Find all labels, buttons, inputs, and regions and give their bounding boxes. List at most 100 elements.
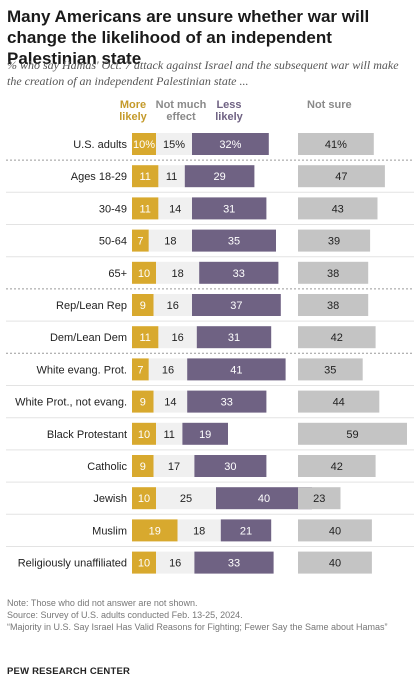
report-title-text: “Majority in U.S. Say Israel Has Valid R… bbox=[7, 622, 388, 632]
data-label-not-sure-30-49: 43 bbox=[332, 203, 344, 215]
data-label-not-sure-dem-lean-dem: 42 bbox=[331, 332, 343, 344]
data-label-not-much-effect-dem-lean-dem: 16 bbox=[171, 332, 183, 344]
data-label-more-likely-50-64: 7 bbox=[137, 236, 143, 248]
category-label-jewish: Jewish bbox=[93, 493, 127, 505]
bar-less-likely-50-64 bbox=[192, 229, 276, 252]
bar-not-sure-white-evang-prot bbox=[298, 358, 363, 381]
bar-more-likely-white-evang-prot bbox=[132, 358, 149, 381]
chart-subtitle: % who say Hamas' Oct. 7 attack against I… bbox=[7, 58, 399, 88]
bar-more-likely-jewish bbox=[132, 487, 156, 510]
bar-more-likely-65 bbox=[132, 261, 156, 284]
bar-not-sure-white-prot-not-evang bbox=[298, 390, 380, 413]
bar-not-sure-50-64 bbox=[298, 229, 371, 252]
bar-not-much-effect-65 bbox=[156, 261, 200, 284]
data-label-more-likely-65: 10 bbox=[138, 268, 150, 280]
bar-not-sure-65 bbox=[298, 261, 369, 284]
bar-not-much-effect-rep-lean-rep bbox=[153, 294, 192, 316]
bar-not-much-effect-jewish bbox=[156, 487, 216, 510]
data-label-less-likely-white-evang-prot: 41 bbox=[230, 364, 242, 376]
data-label-not-sure-u-s-adults: 41% bbox=[325, 139, 347, 151]
legend-more-likely-line-1: More bbox=[120, 99, 146, 111]
data-label-more-likely-muslim: 19 bbox=[149, 525, 161, 537]
bar-less-likely-white-evang-prot bbox=[187, 358, 286, 381]
data-label-less-likely-ages-18-29: 29 bbox=[213, 171, 225, 183]
category-label-catholic: Catholic bbox=[87, 461, 127, 473]
category-label-65: 65+ bbox=[108, 268, 127, 280]
data-label-not-much-effect-50-64: 18 bbox=[164, 236, 176, 248]
category-label-muslim: Muslim bbox=[92, 525, 127, 537]
data-label-not-much-effect-catholic: 17 bbox=[168, 461, 180, 473]
bar-not-much-effect-catholic bbox=[153, 455, 195, 477]
data-label-less-likely-muslim: 21 bbox=[240, 525, 252, 537]
category-label-u-s-adults: U.S. adults bbox=[73, 139, 127, 151]
bar-more-likely-white-prot-not-evang bbox=[132, 390, 154, 413]
bar-less-likely-ages-18-29 bbox=[184, 165, 255, 188]
bar-not-much-effect-muslim bbox=[177, 519, 221, 542]
data-label-not-sure-white-prot-not-evang: 44 bbox=[333, 397, 345, 409]
bar-not-much-effect-white-prot-not-evang bbox=[153, 390, 188, 413]
bar-more-likely-catholic bbox=[132, 455, 154, 477]
chart-notes: Note: Those who did not answer are not s… bbox=[7, 597, 412, 633]
bar-more-likely-30-49 bbox=[132, 197, 159, 220]
bar-not-sure-30-49 bbox=[298, 197, 378, 220]
data-label-not-sure-65: 38 bbox=[327, 268, 339, 280]
bar-less-likely-white-prot-not-evang bbox=[187, 390, 267, 413]
data-label-not-much-effect-jewish: 25 bbox=[180, 493, 192, 505]
data-label-less-likely-30-49: 31 bbox=[223, 203, 235, 215]
bar-not-much-effect-white-evang-prot bbox=[148, 358, 188, 381]
data-label-not-much-effect-white-evang-prot: 16 bbox=[162, 364, 174, 376]
data-label-not-sure-ages-18-29: 47 bbox=[335, 171, 347, 183]
bar-less-likely-jewish bbox=[216, 487, 312, 510]
data-label-more-likely-rep-lean-rep: 9 bbox=[140, 300, 146, 312]
data-label-more-likely-dem-lean-dem: 11 bbox=[139, 332, 150, 344]
data-label-not-much-effect-30-49: 14 bbox=[169, 203, 181, 215]
data-label-less-likely-catholic: 30 bbox=[224, 461, 236, 473]
data-label-not-much-effect-rep-lean-rep: 16 bbox=[167, 300, 179, 312]
data-label-more-likely-white-evang-prot: 7 bbox=[137, 364, 143, 376]
legend-not-much-effect-line-2: effect bbox=[166, 111, 196, 123]
bar-less-likely-religiously-unaffiliated bbox=[194, 551, 274, 574]
bar-more-likely-dem-lean-dem bbox=[132, 326, 159, 349]
data-label-more-likely-30-49: 11 bbox=[139, 203, 150, 215]
data-label-not-much-effect-ages-18-29: 11 bbox=[166, 171, 177, 183]
category-label-30-49: 30-49 bbox=[99, 203, 127, 215]
source-text: Source: Survey of U.S. adults conducted … bbox=[7, 610, 243, 620]
legend-not-sure-line-1: Not sure bbox=[307, 99, 352, 111]
data-label-less-likely-white-prot-not-evang: 33 bbox=[221, 397, 233, 409]
data-label-less-likely-dem-lean-dem: 31 bbox=[228, 332, 240, 344]
data-label-less-likely-jewish: 40 bbox=[258, 493, 270, 505]
legend-not-much-effect-line-1: Not much bbox=[156, 99, 207, 111]
bar-more-likely-rep-lean-rep bbox=[132, 294, 154, 316]
bar-not-sure-black-protestant bbox=[298, 422, 407, 445]
data-label-not-sure-catholic: 42 bbox=[331, 461, 343, 473]
bar-not-sure-jewish bbox=[298, 487, 341, 510]
category-label-white-prot-not-evang: White Prot., not evang. bbox=[15, 397, 127, 409]
bar-more-likely-u-s-adults bbox=[132, 133, 156, 155]
data-label-not-much-effect-u-s-adults: 15% bbox=[163, 139, 185, 151]
bar-less-likely-black-protestant bbox=[182, 422, 228, 445]
data-label-not-much-effect-65: 18 bbox=[171, 268, 183, 280]
category-label-black-protestant: Black Protestant bbox=[47, 429, 127, 441]
data-label-not-sure-rep-lean-rep: 38 bbox=[327, 300, 339, 312]
data-label-not-sure-black-protestant: 59 bbox=[346, 429, 358, 441]
data-label-not-sure-muslim: 40 bbox=[329, 525, 341, 537]
category-label-religiously-unaffiliated: Religiously unaffiliated bbox=[18, 558, 127, 570]
footer-brand: PEW RESEARCH CENTER bbox=[7, 666, 131, 677]
legend-less-likely-line-2: likely bbox=[215, 111, 243, 123]
bar-not-sure-catholic bbox=[298, 455, 376, 477]
data-label-more-likely-religiously-unaffiliated: 10 bbox=[138, 558, 150, 570]
category-label-ages-18-29: Ages 18-29 bbox=[71, 171, 127, 183]
data-label-more-likely-u-s-adults: 10% bbox=[133, 139, 155, 151]
chart-title: Many Americans are unsure whether war wi… bbox=[7, 7, 370, 68]
data-label-less-likely-u-s-adults: 32% bbox=[219, 139, 241, 151]
bar-less-likely-dem-lean-dem bbox=[196, 326, 272, 349]
data-label-not-sure-50-64: 39 bbox=[328, 236, 340, 248]
data-label-more-likely-jewish: 10 bbox=[138, 493, 150, 505]
bar-not-sure-religiously-unaffiliated bbox=[298, 551, 372, 574]
data-label-less-likely-rep-lean-rep: 37 bbox=[230, 300, 242, 312]
bar-not-sure-muslim bbox=[298, 519, 372, 542]
legend-less-likely-line-1: Less bbox=[216, 99, 241, 111]
data-label-not-sure-jewish: 23 bbox=[313, 493, 325, 505]
data-label-less-likely-religiously-unaffiliated: 33 bbox=[228, 558, 240, 570]
